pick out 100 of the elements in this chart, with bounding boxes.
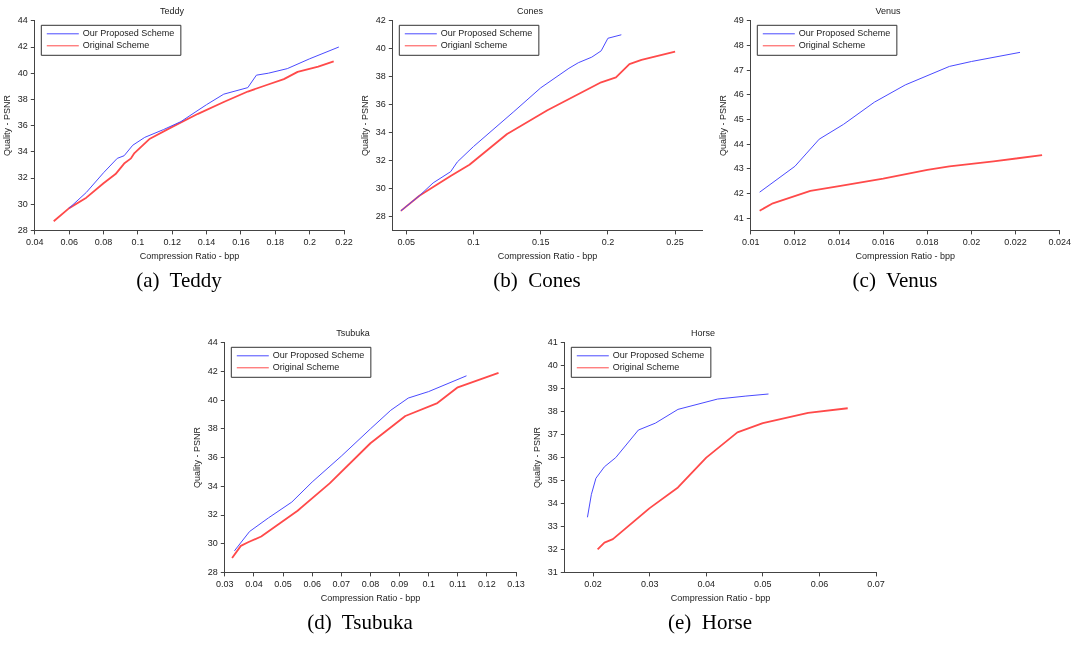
y-axis-title: Quality - PSNR	[359, 94, 370, 157]
y-tick-label: 40	[375, 43, 386, 54]
chart-title: Tsubuka	[336, 327, 370, 338]
chart-title: Teddy	[159, 5, 185, 16]
y-tick-label: 40	[547, 360, 558, 371]
legend-label: Our Proposed Scheme	[272, 350, 365, 361]
y-tick-label: 34	[547, 498, 558, 508]
x-tick-label: 0.022	[1004, 237, 1027, 248]
y-tick-label: 30	[207, 538, 218, 549]
legend-label: Our Proposed Scheme	[440, 28, 533, 39]
y-tick-label: 42	[375, 15, 386, 26]
y-tick-label: 44	[733, 138, 744, 149]
x-tick-label: 0.07	[332, 579, 351, 590]
legend-label: Original Scheme	[612, 362, 680, 373]
x-tick-label: 0.018	[916, 237, 939, 248]
y-tick-label: 30	[375, 182, 386, 193]
x-axis-title: Compression Ratio - bpp	[855, 251, 956, 262]
chart-title: Venus	[875, 5, 902, 16]
y-tick-label: 37	[547, 429, 558, 440]
y-axis-title: Quality - PSNR	[191, 426, 202, 489]
legend-label: Our Proposed Scheme	[798, 28, 891, 39]
legend-label: Original Scheme	[82, 40, 150, 51]
y-tick-label: 36	[375, 99, 386, 110]
x-tick-label: 0.06	[60, 237, 78, 248]
y-tick-label: 38	[547, 406, 558, 417]
y-tick-label: 38	[207, 423, 218, 434]
x-tick-label: 0.01	[742, 237, 760, 248]
x-tick-label: 0.08	[361, 579, 380, 590]
y-axis-title: Quality - PSNR	[531, 426, 542, 489]
x-tick-label: 0.03	[640, 579, 659, 590]
x-tick-label: 0.12	[478, 579, 496, 590]
x-axis-title: Compression Ratio - bpp	[670, 593, 771, 604]
x-tick-label: 0.18	[266, 237, 285, 248]
y-tick-label: 28	[17, 224, 28, 235]
legend-label: Original Scheme	[272, 362, 340, 373]
x-tick-label: 0.15	[531, 237, 550, 248]
x-tick-label: 0.05	[754, 579, 772, 590]
y-tick-label: 49	[733, 15, 744, 26]
x-tick-label: 0.08	[94, 237, 113, 248]
x-tick-label: 0.06	[810, 579, 829, 590]
legend-label: Original Scheme	[798, 40, 866, 51]
y-tick-label: 41	[733, 212, 744, 223]
y-tick-label: 44	[17, 15, 28, 26]
y-tick-label: 35	[547, 475, 558, 486]
y-tick-label: 42	[733, 187, 744, 198]
y-axis-title: Quality - PSNR	[717, 94, 728, 157]
y-tick-label: 32	[207, 509, 218, 520]
x-tick-label: 0.14	[197, 237, 216, 248]
y-tick-label: 34	[207, 480, 218, 491]
x-tick-label: 0.1	[467, 237, 480, 248]
y-tick-label: 28	[207, 566, 218, 577]
y-tick-label: 44	[207, 337, 218, 348]
x-tick-label: 0.1	[131, 237, 145, 248]
x-tick-label: 0.11	[449, 579, 467, 590]
x-tick-label: 0.02	[584, 579, 602, 590]
y-tick-label: 36	[17, 120, 28, 131]
x-tick-label: 0.16	[232, 237, 250, 248]
y-tick-label: 38	[375, 71, 386, 82]
y-tick-label: 36	[207, 452, 218, 463]
x-tick-label: 0.2	[303, 237, 316, 248]
x-tick-label: 0.012	[783, 237, 807, 248]
y-tick-label: 47	[733, 64, 744, 75]
x-tick-label: 0.06	[303, 579, 321, 590]
y-tick-label: 45	[733, 113, 744, 124]
legend-label: Our Proposed Scheme	[612, 350, 705, 361]
x-tick-label: 0.04	[245, 579, 263, 590]
chart-title: Horse	[690, 327, 716, 338]
x-tick-label: 0.03	[216, 579, 234, 590]
y-tick-label: 40	[17, 67, 28, 78]
y-tick-label: 34	[17, 146, 28, 157]
chart-title: Cones	[516, 5, 544, 16]
x-axis-title: Compression Ratio - bpp	[139, 251, 240, 262]
x-tick-label: 0.25	[666, 237, 684, 248]
text: (d) Tsubuka	[306, 610, 414, 635]
text: (b) Cones	[492, 268, 582, 293]
x-tick-label: 0.05	[397, 237, 416, 248]
y-tick-label: 32	[547, 543, 558, 554]
x-tick-label: 0.05	[274, 579, 292, 590]
y-tick-label: 32	[17, 172, 28, 183]
legend-label: Our Proposed Scheme	[82, 28, 175, 39]
y-tick-label: 32	[375, 155, 386, 166]
y-tick-label: 30	[17, 198, 28, 209]
x-tick-label: 0.016	[871, 237, 895, 248]
y-tick-label: 39	[547, 383, 558, 394]
y-axis-title: Quality - PSNR	[1, 94, 12, 157]
y-tick-label: 28	[375, 210, 386, 221]
x-tick-label: 0.2	[601, 237, 615, 248]
text: (c) Venus	[851, 268, 939, 293]
y-tick-label: 31	[547, 566, 558, 577]
x-tick-label: 0.02	[962, 237, 981, 248]
y-tick-label: 36	[547, 452, 558, 463]
text: (a) Teddy	[135, 268, 223, 293]
y-tick-label: 41	[547, 337, 558, 348]
x-tick-label: 0.13	[507, 579, 525, 590]
x-tick-label: 0.04	[26, 237, 44, 248]
y-tick-label: 40	[207, 394, 218, 405]
y-tick-label: 46	[733, 89, 744, 100]
x-axis-title: Compression Ratio - bpp	[497, 251, 598, 262]
text: (e) Horse	[667, 610, 753, 635]
y-tick-label: 33	[547, 520, 558, 531]
